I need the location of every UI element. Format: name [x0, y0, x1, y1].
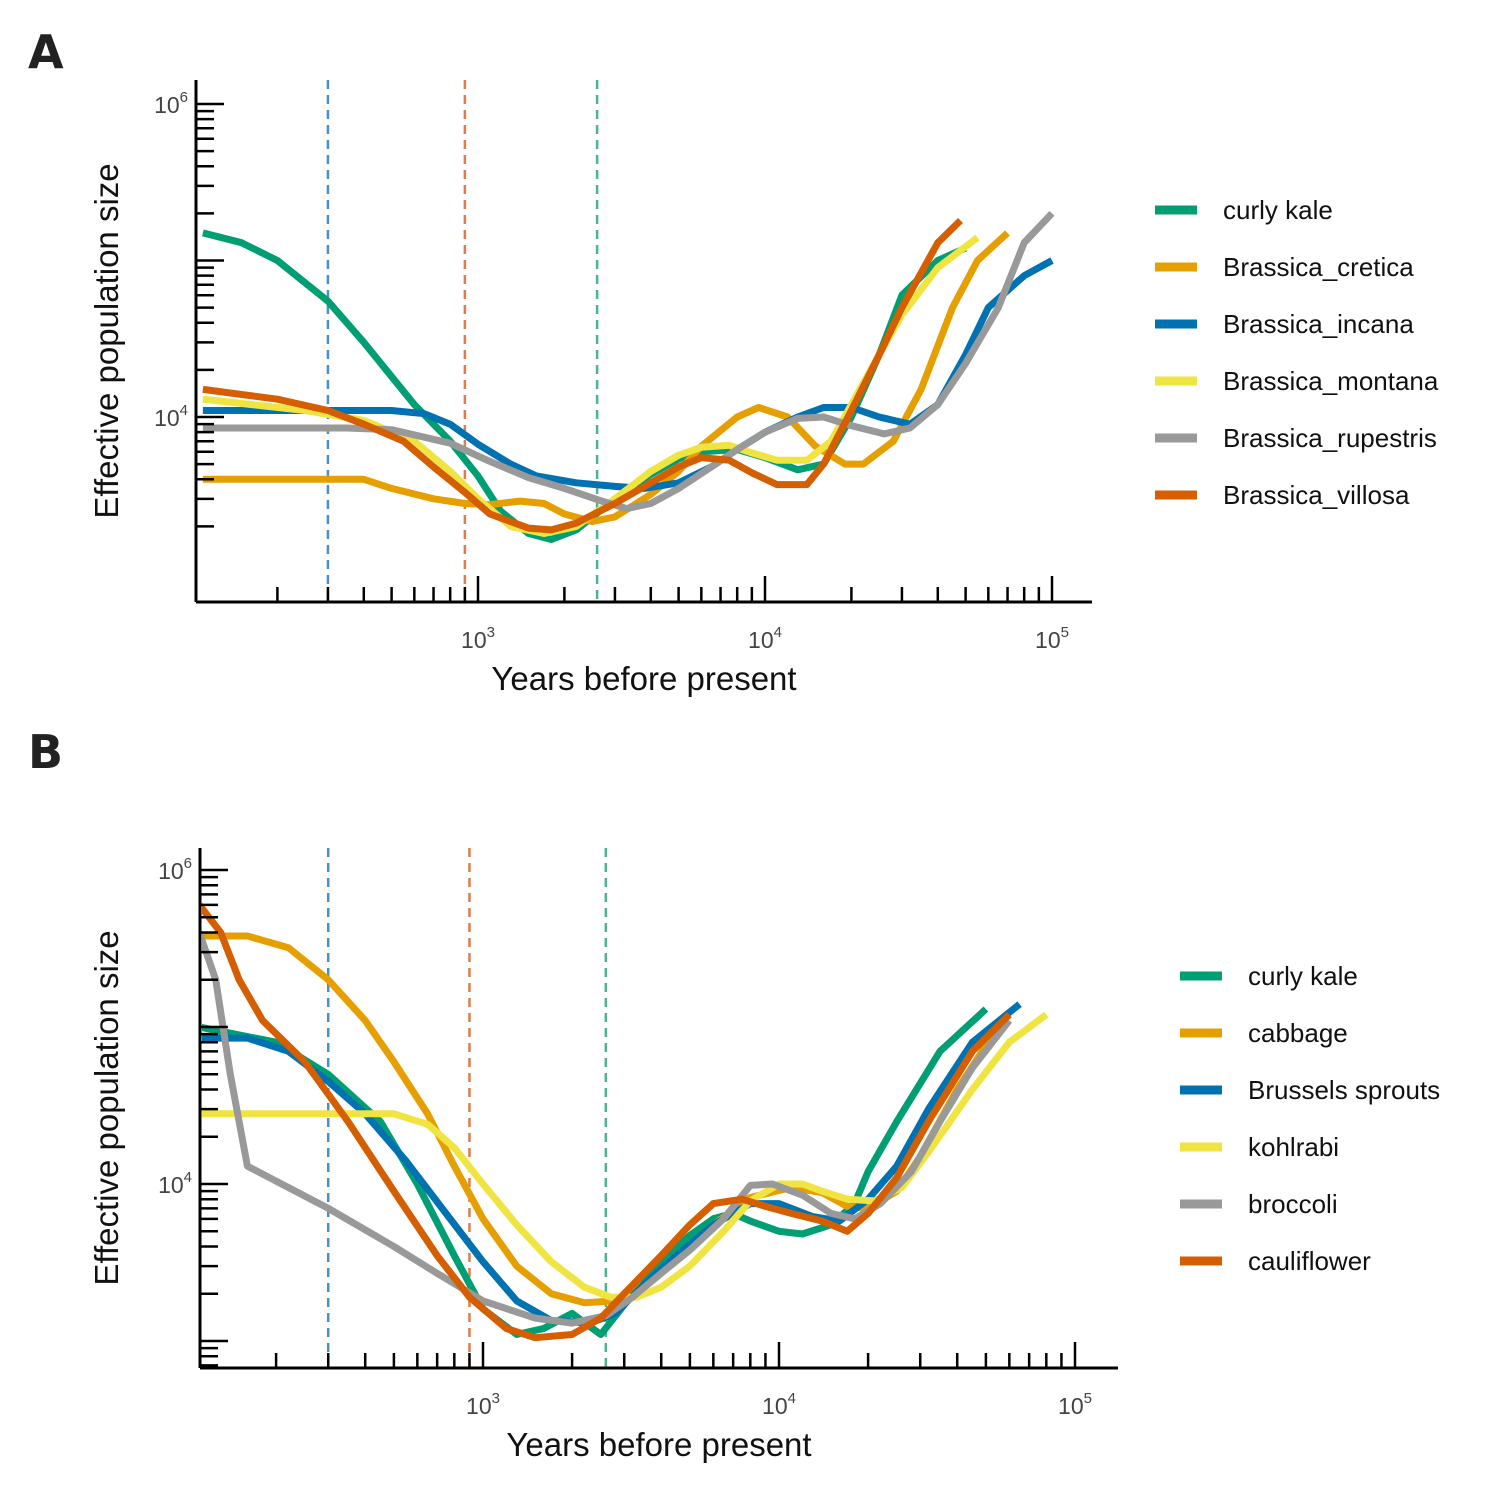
x-axis-label: Years before present — [506, 1426, 811, 1463]
legend-label: Brassica_villosa — [1223, 480, 1410, 510]
legend: curly kale Brassica_cretica Brassica_incan… — [1155, 195, 1439, 510]
legend-label: curly kale — [1223, 195, 1333, 225]
legend-label: cauliflower — [1248, 1246, 1371, 1276]
series-line-brassica-cretica — [202, 230, 1010, 525]
x-axis-label: Years before present — [491, 660, 796, 697]
y-axis-label: Effective population size — [88, 163, 125, 518]
legend-label: Brassica_rupestris — [1223, 423, 1437, 453]
y-tick-label: 104 — [158, 1169, 192, 1198]
x-tick-label: 104 — [748, 624, 782, 653]
legend-label: cabbage — [1248, 1018, 1348, 1048]
panel-letter-a: A — [28, 25, 64, 79]
y-tick-label: 104 — [154, 402, 188, 431]
x-tick-label: 103 — [466, 1390, 500, 1419]
series-line-brussels-sprouts — [202, 1001, 1022, 1327]
y-axis-label: Effective population size — [88, 930, 125, 1285]
series-group — [202, 902, 1049, 1342]
series-line-cabbage — [202, 932, 1002, 1307]
series-line-broccoli — [202, 931, 1013, 1327]
x-tick-label: 105 — [1035, 624, 1069, 653]
x-tick-label: 103 — [461, 624, 495, 653]
legend-label: Brassica_montana — [1223, 366, 1439, 396]
y-tick-label: 106 — [154, 89, 188, 118]
series-line-brassica-villosa — [202, 217, 963, 534]
x-tick-label: 105 — [1058, 1390, 1092, 1419]
legend-label: curly kale — [1248, 961, 1358, 991]
legend-label: broccoli — [1248, 1189, 1338, 1219]
legend-label: kohlrabi — [1248, 1132, 1339, 1162]
series-line-cauliflower — [202, 902, 1012, 1342]
panel-letter-b: B — [28, 725, 63, 779]
legend-label: Brassica_incana — [1223, 309, 1414, 339]
panel-a-chart: 103 104 105 104 106 Years before present Effec… — [88, 80, 1439, 697]
legend-label: Brassica_cretica — [1223, 252, 1414, 282]
legend: curly kale cabbage Brussels sprouts kohlrab… — [1180, 961, 1440, 1276]
x-tick-label: 104 — [762, 1390, 796, 1419]
series-line-curly-kale — [202, 1006, 989, 1338]
series-group — [202, 210, 1055, 543]
series-line-brassica-rupestris — [202, 210, 1055, 513]
panel-b-chart: 103 104 105 104 106 Years before present Effec… — [88, 848, 1440, 1463]
series-line-kohlrabi — [202, 1011, 1049, 1301]
y-tick-label: 106 — [158, 855, 192, 884]
legend-label: Brussels sprouts — [1248, 1075, 1440, 1105]
